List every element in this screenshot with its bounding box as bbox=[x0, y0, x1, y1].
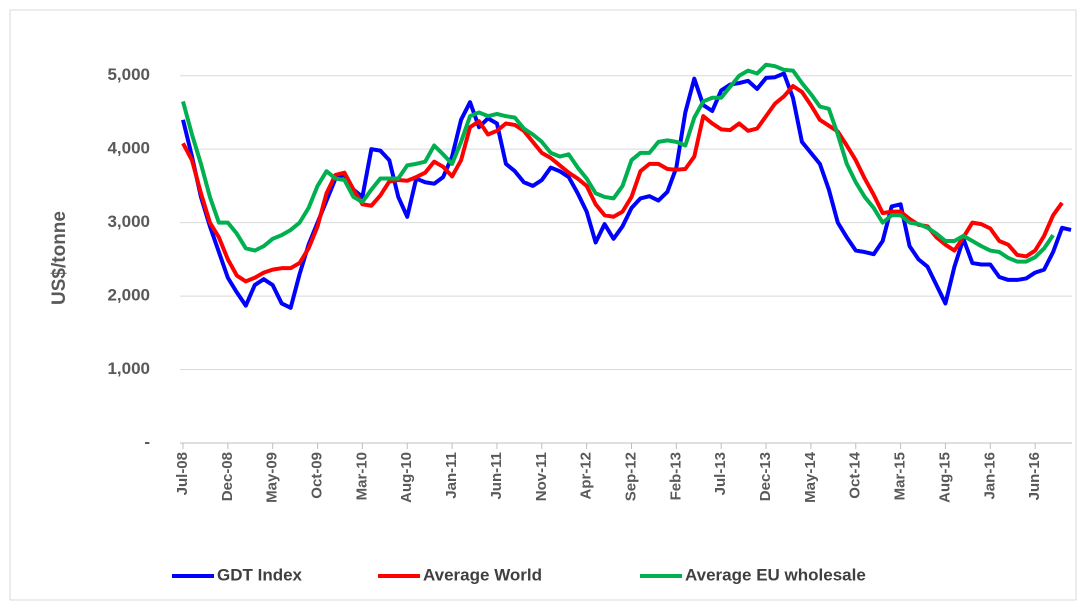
x-tick-label: May-09 bbox=[264, 452, 281, 503]
x-tick-label: Apr-12 bbox=[578, 452, 595, 500]
y-tick-label: 3,000 bbox=[107, 212, 150, 231]
y-axis-title: US$/tonne bbox=[49, 211, 70, 305]
y-tick-label: 1,000 bbox=[107, 359, 150, 378]
legend-label: Average World bbox=[423, 565, 542, 584]
series-line bbox=[181, 71, 1072, 310]
x-tick-label: Mar-10 bbox=[353, 452, 370, 500]
x-tick-label: Dec-13 bbox=[757, 452, 774, 501]
series-line bbox=[181, 62, 1055, 264]
x-tick-label: Oct-14 bbox=[847, 451, 864, 498]
x-tick-label: Jan-11 bbox=[443, 452, 460, 499]
y-tick-label: 4,000 bbox=[107, 139, 150, 158]
chart-border bbox=[9, 9, 1077, 601]
x-tick-label: Oct-09 bbox=[309, 452, 326, 499]
x-tick-label: May-14 bbox=[802, 451, 819, 503]
x-tick-label: Jun-16 bbox=[1026, 452, 1043, 500]
x-tick-label: Feb-13 bbox=[667, 452, 684, 500]
x-tick-label: Nov-11 bbox=[533, 452, 550, 501]
x-tick-label: Jan-16 bbox=[981, 452, 998, 500]
x-tick-label: Aug-10 bbox=[398, 452, 415, 503]
y-tick-label: 5,000 bbox=[107, 65, 150, 84]
x-tick-label: Jun-11 bbox=[488, 452, 505, 500]
x-tick-label: Dec-08 bbox=[219, 452, 236, 501]
x-tick-label: Mar-15 bbox=[892, 452, 909, 500]
x-tick-label: Jul-08 bbox=[174, 452, 191, 495]
x-tick-label: Jul-13 bbox=[712, 452, 729, 495]
legend-label: GDT Index bbox=[217, 565, 303, 584]
legend-label: Average EU wholesale bbox=[685, 565, 866, 584]
y-tick-label: - bbox=[144, 432, 150, 451]
x-tick-label: Sep-12 bbox=[622, 452, 639, 501]
x-tick-label: Aug-15 bbox=[936, 452, 953, 503]
y-tick-label: 2,000 bbox=[107, 286, 150, 305]
